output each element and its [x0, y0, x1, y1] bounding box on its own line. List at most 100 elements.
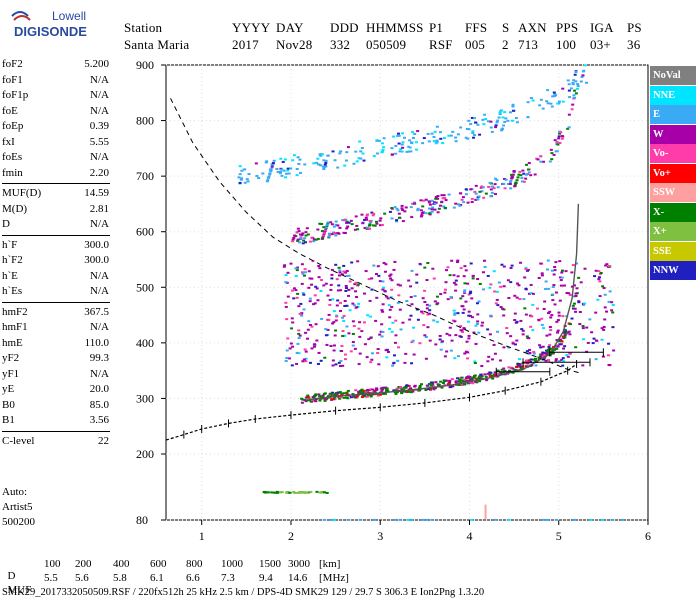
echo-mark: [571, 304, 575, 307]
echo-mark: [355, 224, 359, 227]
echo-mark: [413, 385, 417, 388]
echo-mark: [411, 136, 415, 139]
param-label: yF2: [2, 352, 20, 364]
echo-mark: [318, 399, 322, 402]
echo-mark: [597, 276, 601, 279]
echo-mark: [353, 283, 357, 286]
header-value-11: 36: [627, 37, 641, 52]
echo-mark: [345, 325, 349, 328]
echo-mark: [506, 183, 510, 186]
echo-mark: [347, 332, 351, 335]
echo-mark: [424, 198, 428, 201]
echo-mark: [476, 313, 480, 316]
echo-mark: [428, 309, 432, 312]
echo-mark: [374, 273, 378, 276]
param-value: 14.59: [84, 187, 109, 199]
header-label-3: DDD: [330, 20, 359, 35]
param-value: 85.0: [89, 398, 109, 411]
echo-mark: [440, 200, 444, 203]
echo-mark: [304, 360, 308, 363]
param-row: hmF2 367.5: [2, 306, 109, 320]
echo-mark: [509, 335, 513, 338]
echo-mark: [569, 323, 573, 326]
echo-mark: [524, 267, 528, 270]
echo-mark: [499, 306, 503, 309]
echo-mark: [376, 352, 380, 355]
footer-d-value: 100: [44, 558, 61, 570]
echo-mark: [372, 264, 376, 267]
echo-mark: [431, 206, 435, 209]
echo-mark: [575, 87, 579, 90]
echo-mark: [428, 339, 432, 342]
echo-mark: [550, 152, 554, 155]
echo-mark: [435, 295, 439, 298]
echo-mark: [459, 297, 463, 300]
echo-mark: [291, 238, 295, 241]
echo-mark: [540, 353, 544, 356]
echo-mark: [553, 269, 557, 272]
echo-mark: [380, 142, 384, 145]
echo-mark: [610, 309, 614, 312]
echo-mark: [428, 388, 432, 391]
echo-mark: [474, 324, 478, 327]
echo-mark: [463, 290, 467, 293]
footer-d-label: D: [7, 570, 16, 582]
header-value-9: 100: [556, 37, 577, 52]
echo-mark: [295, 269, 299, 272]
echo-mark: [521, 169, 525, 172]
echo-mark: [292, 287, 296, 290]
header-label-0: Station: [124, 20, 163, 35]
echo-mark: [334, 234, 338, 237]
echo-mark: [330, 277, 334, 280]
echo-mark: [568, 333, 572, 336]
echo-mark: [512, 170, 516, 173]
echo-mark: [519, 261, 523, 264]
echo-mark: [375, 139, 379, 142]
echo-mark: [549, 347, 553, 350]
echo-mark: [579, 80, 583, 83]
echo-mark: [328, 303, 332, 306]
echo-mark: [289, 262, 293, 265]
echo-mark: [470, 377, 474, 380]
param-row: yF2 99.3: [2, 352, 109, 366]
echo-mark: [540, 272, 544, 275]
echo-mark: [381, 288, 385, 291]
echo-mark: [497, 281, 501, 284]
footer-muf-value: [MHz]: [319, 572, 349, 584]
echo-mark: [611, 303, 615, 306]
echo-mark: [563, 336, 567, 339]
echo-mark: [575, 287, 579, 290]
echo-mark: [370, 352, 374, 355]
echo-mark: [459, 267, 463, 270]
echo-mark: [297, 352, 301, 355]
echo-mark: [581, 327, 585, 330]
param-label: foE: [2, 104, 18, 117]
echo-mark: [315, 490, 319, 493]
echo-mark: [419, 209, 423, 212]
echo-mark: [467, 128, 471, 131]
echo-mark: [495, 179, 499, 182]
echo-mark: [290, 364, 294, 367]
header-label-7: S: [502, 20, 510, 35]
echo-mark: [282, 265, 286, 268]
echo-mark: [390, 147, 394, 150]
footer-d-value: 1500: [259, 558, 281, 570]
footer-d-value: 400: [113, 558, 130, 570]
echo-mark: [238, 181, 242, 184]
echo-mark: [526, 101, 530, 104]
echo-mark: [562, 284, 566, 287]
echo-mark: [526, 337, 530, 340]
echo-mark: [429, 384, 433, 387]
echo-mark: [459, 126, 463, 129]
echo-mark: [530, 364, 534, 367]
echo-mark: [475, 322, 479, 325]
echo-mark: [489, 195, 493, 198]
echo-mark: [356, 283, 360, 286]
echo-mark: [388, 316, 392, 319]
echo-mark: [516, 363, 520, 366]
echo-mark: [378, 280, 382, 283]
echo-mark: [279, 170, 283, 173]
echo-mark: [433, 208, 437, 211]
echo-mark: [351, 341, 355, 344]
echo-mark: [464, 188, 468, 191]
